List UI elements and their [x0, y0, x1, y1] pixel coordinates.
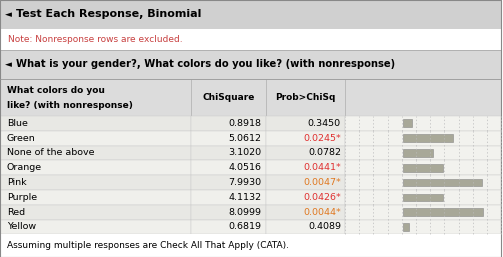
Bar	[192, 116, 266, 131]
Bar	[266, 145, 345, 160]
Text: Yellow: Yellow	[7, 223, 36, 232]
Text: ◄: ◄	[5, 60, 12, 69]
Text: 0.0441*: 0.0441*	[303, 163, 341, 172]
Text: ChiSquare: ChiSquare	[202, 93, 255, 102]
Bar	[403, 120, 411, 127]
Bar	[0, 50, 501, 79]
Bar	[192, 79, 266, 116]
Bar	[0, 79, 192, 116]
Bar	[192, 205, 266, 219]
Bar	[0, 219, 192, 234]
Bar	[403, 223, 409, 231]
Text: 7.9930: 7.9930	[228, 178, 262, 187]
Bar	[345, 131, 501, 145]
Bar	[403, 149, 433, 157]
Bar	[0, 160, 192, 175]
Bar	[403, 208, 482, 216]
Bar	[345, 79, 501, 116]
Bar	[0, 131, 192, 145]
Text: 0.6819: 0.6819	[229, 223, 262, 232]
Text: Orange: Orange	[7, 163, 42, 172]
Bar	[192, 131, 266, 145]
Text: Red: Red	[7, 208, 25, 217]
Text: 8.0999: 8.0999	[229, 208, 262, 217]
Bar	[345, 175, 501, 190]
Text: 3.1020: 3.1020	[228, 149, 262, 158]
Bar	[266, 79, 345, 116]
Text: Prob>ChiSq: Prob>ChiSq	[275, 93, 336, 102]
Bar	[0, 0, 501, 29]
Bar	[192, 160, 266, 175]
Text: 0.0245*: 0.0245*	[303, 134, 341, 143]
Bar	[0, 116, 192, 131]
Bar	[192, 175, 266, 190]
Text: like? (with nonresponse): like? (with nonresponse)	[7, 101, 133, 110]
Text: 0.0426*: 0.0426*	[303, 193, 341, 202]
Bar	[192, 145, 266, 160]
Text: What is your gender?, What colors do you like? (with nonresponse): What is your gender?, What colors do you…	[16, 59, 395, 69]
Text: 0.0047*: 0.0047*	[303, 178, 341, 187]
Bar	[0, 29, 501, 50]
Bar	[266, 190, 345, 205]
Bar	[266, 131, 345, 145]
Text: Blue: Blue	[7, 119, 28, 128]
Bar	[345, 145, 501, 160]
Bar	[403, 179, 481, 186]
Text: ◄: ◄	[5, 10, 12, 19]
Text: 4.1132: 4.1132	[228, 193, 262, 202]
Bar	[345, 160, 501, 175]
Text: 5.0612: 5.0612	[229, 134, 262, 143]
Bar	[0, 190, 192, 205]
Text: Note: Nonresponse rows are excluded.: Note: Nonresponse rows are excluded.	[8, 35, 183, 44]
Text: 4.0516: 4.0516	[229, 163, 262, 172]
Bar	[266, 160, 345, 175]
Text: 0.0782: 0.0782	[308, 149, 341, 158]
Text: 0.8918: 0.8918	[229, 119, 262, 128]
Text: Pink: Pink	[7, 178, 27, 187]
Bar	[403, 164, 443, 172]
Text: None of the above: None of the above	[7, 149, 95, 158]
Bar	[266, 219, 345, 234]
Bar	[0, 175, 192, 190]
Bar	[403, 134, 453, 142]
Bar	[345, 116, 501, 131]
Text: Assuming multiple responses are Check All That Apply (CATA).: Assuming multiple responses are Check Al…	[7, 241, 289, 250]
Bar	[266, 205, 345, 219]
Bar	[266, 116, 345, 131]
Text: Test Each Response, Binomial: Test Each Response, Binomial	[16, 10, 201, 19]
Bar	[0, 205, 192, 219]
Text: Purple: Purple	[7, 193, 37, 202]
Text: 0.3450: 0.3450	[308, 119, 341, 128]
Text: 0.4089: 0.4089	[308, 223, 341, 232]
Text: What colors do you: What colors do you	[7, 86, 105, 95]
Bar	[192, 190, 266, 205]
Bar	[345, 190, 501, 205]
Text: 0.0044*: 0.0044*	[303, 208, 341, 217]
Bar	[345, 219, 501, 234]
Text: Green: Green	[7, 134, 36, 143]
Bar	[0, 145, 192, 160]
Bar	[403, 194, 443, 201]
Bar	[192, 219, 266, 234]
Bar	[266, 175, 345, 190]
Bar	[0, 234, 501, 257]
Bar	[345, 205, 501, 219]
